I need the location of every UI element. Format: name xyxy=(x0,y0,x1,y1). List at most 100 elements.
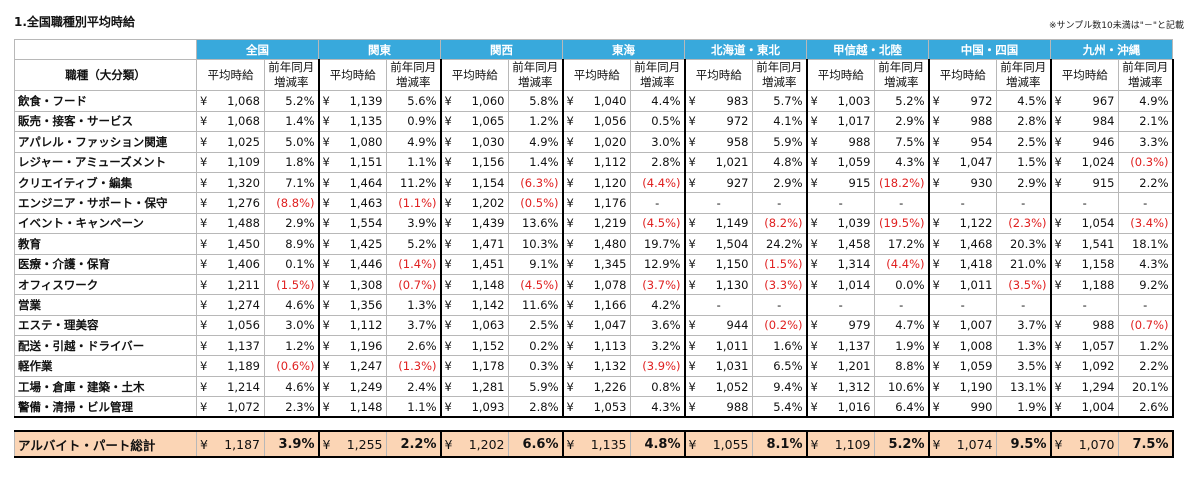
yen-sign: ¥ xyxy=(810,134,818,149)
wage-cell: - xyxy=(684,192,753,214)
yen-sign: ¥ xyxy=(566,277,574,292)
rate-cell: 9.4% xyxy=(752,375,808,398)
rate-cell: (8.8%) xyxy=(264,192,320,214)
wage-value: 1,054 xyxy=(1081,216,1115,231)
wage-cell: ¥1,004 xyxy=(1050,396,1119,419)
wage-value: 983 xyxy=(726,94,749,109)
yen-sign: ¥ xyxy=(444,318,452,333)
rate-cell: 9.5% xyxy=(996,430,1052,459)
wage-value: 927 xyxy=(726,175,749,190)
rate-cell: 1.1% xyxy=(386,151,442,173)
wage-cell: ¥1,187 xyxy=(196,430,265,459)
yen-sign: ¥ xyxy=(810,155,818,170)
wage-cell: ¥1,063 xyxy=(440,314,509,337)
yen-sign: ¥ xyxy=(566,399,574,414)
sub-header-wage: 平均時給 xyxy=(1050,59,1119,92)
wage-value: 1,056 xyxy=(593,114,627,129)
wage-value: 1,132 xyxy=(593,359,627,374)
wage-cell: ¥958 xyxy=(684,131,753,153)
yen-sign: ¥ xyxy=(566,436,575,452)
rate-cell: 21.0% xyxy=(996,253,1052,275)
yen-sign: ¥ xyxy=(566,297,574,312)
yen-sign: ¥ xyxy=(322,155,330,170)
yen-sign: ¥ xyxy=(444,134,452,149)
yen-sign: ¥ xyxy=(444,114,452,129)
category-name: 配送・引越・ドライバー xyxy=(14,335,197,357)
wage-value: 958 xyxy=(726,134,749,149)
category-name: エンジニア・サポート・保守 xyxy=(14,192,197,214)
wage-value: 1,056 xyxy=(227,318,260,333)
rate-cell: 1.3% xyxy=(996,335,1052,357)
wage-value: 1,154 xyxy=(471,175,505,190)
wage-value: 1,070 xyxy=(1078,436,1115,452)
region-header: 中国・四国 xyxy=(928,38,1051,61)
rate-cell: 0.5% xyxy=(630,110,686,133)
wage-cell: ¥1,053 xyxy=(562,396,631,419)
rate-cell: - xyxy=(874,294,930,316)
wage-cell: ¥1,150 xyxy=(684,253,753,275)
yen-sign: ¥ xyxy=(322,134,330,149)
yen-sign: ¥ xyxy=(322,379,330,394)
yen-sign: ¥ xyxy=(810,338,818,353)
wage-cell: ¥1,047 xyxy=(562,314,631,337)
rate-cell: 20.1% xyxy=(1118,375,1174,398)
wage-cell: ¥1,040 xyxy=(562,90,631,112)
total-row: アルバイト・パート総計 ¥1,187 3.9% ¥1,255 2.2% ¥1,202 6.6… xyxy=(14,430,1174,459)
yen-sign: ¥ xyxy=(200,379,208,394)
wage-cell: ¥1,149 xyxy=(684,212,753,235)
wage-value: 1,480 xyxy=(593,236,627,251)
wage-value: 1,418 xyxy=(959,257,993,272)
yen-sign: ¥ xyxy=(444,175,452,190)
wage-value: 1,078 xyxy=(593,277,627,292)
yen-sign: ¥ xyxy=(932,114,940,129)
table-row: 警備・清掃・ビル管理 ¥1,072 2.3% ¥1,148 1.1% ¥1,093 2.8%… xyxy=(14,396,1174,419)
yen-sign: ¥ xyxy=(1054,257,1062,272)
wage-cell: ¥1,060 xyxy=(440,90,509,112)
yen-sign: ¥ xyxy=(444,155,452,170)
spacer-cell xyxy=(14,417,1173,432)
yen-sign: ¥ xyxy=(688,277,696,292)
yen-sign: ¥ xyxy=(566,236,574,251)
yen-sign: ¥ xyxy=(322,196,330,211)
wage-cell: ¥1,054 xyxy=(1050,212,1119,235)
yen-sign: ¥ xyxy=(932,94,940,109)
rate-cell: 2.9% xyxy=(874,110,930,133)
rate-cell: - xyxy=(630,192,686,214)
wage-value: 1,031 xyxy=(715,359,749,374)
wage-cell: ¥1,201 xyxy=(806,355,875,377)
wage-value: 944 xyxy=(726,318,749,333)
wage-cell: ¥1,068 xyxy=(196,110,265,133)
rate-cell: 0.0% xyxy=(874,273,930,296)
page-title: 1.全国職種別平均時給 xyxy=(14,15,135,29)
yen-sign: ¥ xyxy=(932,399,940,414)
sub-header-rate-line2: 増減率 xyxy=(762,75,797,90)
wage-cell: ¥915 xyxy=(806,171,875,194)
rate-cell: 5.2% xyxy=(874,90,930,112)
yen-sign: ¥ xyxy=(688,359,696,374)
wage-value: 1,406 xyxy=(227,257,260,272)
wage-value: 1,249 xyxy=(349,379,383,394)
wage-value: 1,063 xyxy=(471,318,505,333)
wage-value: 1,135 xyxy=(590,436,627,452)
yen-sign: ¥ xyxy=(200,399,208,414)
yen-sign: ¥ xyxy=(1054,277,1062,292)
rate-cell: 4.4% xyxy=(630,90,686,112)
wage-value: 1,166 xyxy=(593,297,627,312)
sub-header-rate-line1: 前年同月 xyxy=(390,60,437,75)
wage-value: 1,057 xyxy=(1081,338,1115,353)
wage-cell: ¥1,214 xyxy=(196,375,265,398)
yen-sign: ¥ xyxy=(200,155,208,170)
wage-cell: ¥1,219 xyxy=(562,212,631,235)
wage-value: 915 xyxy=(1092,175,1115,190)
wage-value: 1,047 xyxy=(959,155,993,170)
rate-cell: 4.3% xyxy=(630,396,686,419)
wage-value: 988 xyxy=(970,114,993,129)
sub-header-rate: 前年同月 増減率 xyxy=(264,59,320,92)
rate-cell: (0.3%) xyxy=(1118,151,1174,173)
wage-value: 1,074 xyxy=(956,436,993,452)
yen-sign: ¥ xyxy=(566,134,574,149)
rate-cell: 1.2% xyxy=(1118,335,1174,357)
wage-cell: ¥979 xyxy=(806,314,875,337)
category-name: レジャー・アミューズメント xyxy=(14,151,197,173)
wage-cell: ¥1,418 xyxy=(928,253,997,275)
